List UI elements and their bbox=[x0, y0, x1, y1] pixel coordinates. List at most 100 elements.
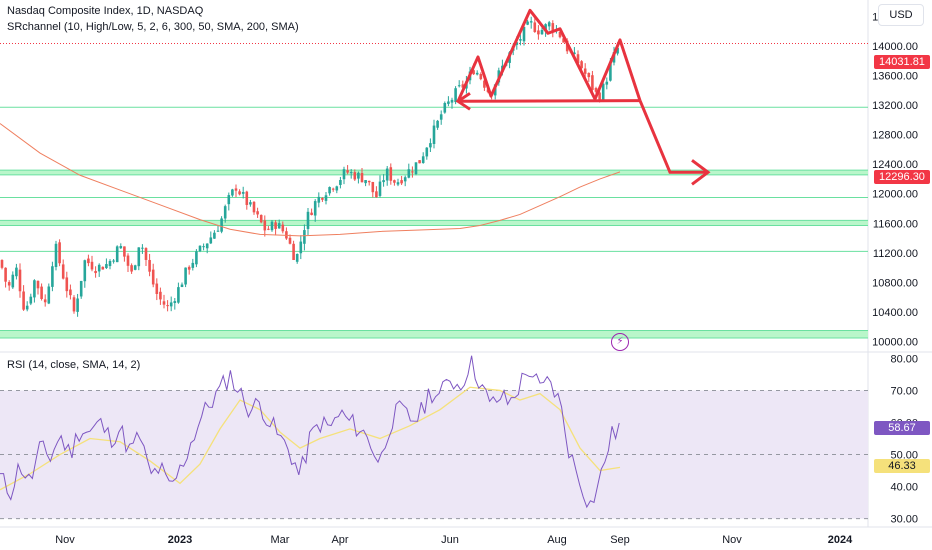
candle-body bbox=[29, 296, 33, 304]
candle-body bbox=[241, 192, 245, 194]
sma200-badge: 12296.30 bbox=[874, 170, 930, 184]
candle-body bbox=[187, 266, 191, 270]
candle-body bbox=[198, 245, 202, 252]
flash-icon[interactable]: ⚡ bbox=[611, 333, 629, 351]
candle-body bbox=[346, 170, 349, 173]
candle-body bbox=[324, 195, 328, 201]
projection-arrowhead bbox=[691, 159, 711, 186]
time-tick-label: Jun bbox=[441, 534, 459, 546]
candle-body bbox=[583, 68, 587, 74]
candle-body bbox=[601, 83, 605, 100]
price-tick-label: 13600.00 bbox=[872, 70, 918, 82]
candle-body bbox=[112, 260, 115, 262]
candle-body bbox=[310, 212, 313, 215]
candle-body bbox=[25, 305, 29, 310]
candle-body bbox=[447, 101, 450, 104]
candle-body bbox=[285, 231, 288, 239]
candle-body bbox=[87, 258, 90, 264]
candle-body bbox=[205, 243, 209, 249]
price-tick-label: 10800.00 bbox=[872, 277, 918, 289]
price-tick-label: 12400.00 bbox=[872, 159, 918, 171]
time-tick-label: Apr bbox=[331, 534, 348, 546]
candle-body bbox=[360, 173, 364, 183]
candle-body bbox=[429, 143, 432, 148]
rsi-tick-label: 80.00 bbox=[890, 353, 918, 365]
price-tick-label: 12000.00 bbox=[872, 189, 918, 201]
candle-body bbox=[281, 224, 285, 232]
candle-body bbox=[231, 189, 234, 196]
candle-body bbox=[83, 260, 87, 282]
candle-body bbox=[234, 188, 238, 191]
candle-body bbox=[151, 269, 155, 285]
candle-body bbox=[403, 177, 407, 182]
candle-body bbox=[382, 180, 385, 183]
candle-body bbox=[101, 266, 105, 270]
candle-body bbox=[277, 223, 281, 229]
candle-body bbox=[515, 42, 519, 45]
candle-body bbox=[295, 254, 299, 262]
candle-body bbox=[414, 162, 418, 175]
projection-drawing bbox=[638, 99, 708, 174]
candle-body bbox=[177, 287, 180, 303]
candle-body bbox=[0, 260, 4, 268]
candle-body bbox=[173, 301, 177, 304]
candle-body bbox=[576, 54, 580, 64]
price-tick-label: 10000.00 bbox=[872, 337, 918, 349]
candle-body bbox=[36, 280, 40, 289]
candle-body bbox=[349, 172, 353, 174]
candle-body bbox=[148, 259, 151, 272]
candle-body bbox=[51, 266, 54, 287]
rsi-tick-label: 40.00 bbox=[890, 482, 918, 494]
candle-body bbox=[321, 198, 324, 200]
currency-selector[interactable]: USD bbox=[878, 4, 924, 26]
candle-body bbox=[389, 167, 393, 181]
candle-body bbox=[443, 102, 447, 113]
candle-body bbox=[267, 228, 270, 230]
time-tick-label: Sep bbox=[610, 534, 630, 546]
candle-body bbox=[216, 230, 220, 232]
candle-body bbox=[274, 222, 277, 229]
candle-body bbox=[213, 232, 216, 239]
candle-body bbox=[162, 301, 166, 305]
candle-body bbox=[223, 206, 227, 219]
candle-body bbox=[166, 305, 169, 307]
price-tick-label: 13200.00 bbox=[872, 100, 918, 112]
candle-body bbox=[299, 241, 303, 254]
candle-body bbox=[378, 181, 382, 196]
candle-body bbox=[133, 265, 137, 270]
price-tick-label: 10400.00 bbox=[872, 307, 918, 319]
candle-body bbox=[130, 265, 133, 272]
candle-body bbox=[562, 38, 565, 43]
candle-body bbox=[375, 191, 378, 198]
candle-body bbox=[526, 21, 529, 25]
candle-body bbox=[483, 80, 486, 88]
last-price-badge: 14031.81 bbox=[874, 55, 930, 69]
candle-body bbox=[342, 169, 346, 180]
candle-body bbox=[317, 196, 321, 203]
candle-body bbox=[18, 269, 22, 292]
rsi-tick-label: 70.00 bbox=[890, 385, 918, 397]
candle-body bbox=[108, 260, 112, 267]
candle-body bbox=[202, 246, 205, 248]
candle-body bbox=[587, 72, 591, 78]
neckline-arrowhead bbox=[455, 92, 471, 111]
candle-body bbox=[306, 211, 310, 229]
candle-body bbox=[558, 31, 562, 38]
candle-body bbox=[126, 255, 130, 266]
candle-body bbox=[533, 22, 537, 32]
candle-body bbox=[519, 39, 522, 41]
candle-body bbox=[331, 188, 335, 190]
candle-body bbox=[335, 186, 339, 191]
sma200-line bbox=[0, 123, 621, 237]
candle-body bbox=[141, 247, 144, 249]
candle-body bbox=[472, 70, 475, 75]
candle-body bbox=[90, 261, 94, 270]
candle-body bbox=[457, 85, 461, 87]
candle-body bbox=[371, 181, 375, 193]
candle-body bbox=[547, 22, 551, 27]
price-tick-label: 14000.00 bbox=[872, 41, 918, 53]
candle-body bbox=[400, 180, 403, 184]
candle-body bbox=[479, 73, 483, 80]
candle-body bbox=[191, 262, 195, 268]
